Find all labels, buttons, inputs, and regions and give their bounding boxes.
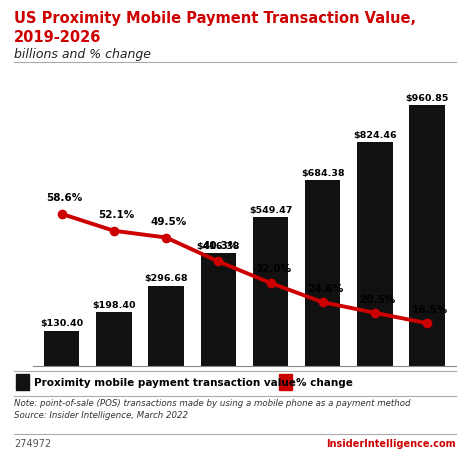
Text: 52.1%: 52.1% [98, 210, 134, 220]
Text: $960.85: $960.85 [406, 94, 449, 103]
Text: $296.68: $296.68 [144, 273, 188, 283]
Bar [305, 181, 340, 366]
Text: 40.3%: 40.3% [203, 240, 239, 250]
Bar [253, 217, 288, 366]
Text: 58.6%: 58.6% [46, 193, 82, 203]
Bar [409, 106, 445, 366]
Text: $684.38: $684.38 [301, 169, 345, 177]
Bar [44, 331, 79, 366]
Text: 24.6%: 24.6% [307, 283, 344, 293]
Bar [201, 253, 236, 366]
Text: Note: point-of-sale (POS) transactions made by using a mobile phone as a payment: Note: point-of-sale (POS) transactions m… [14, 398, 411, 419]
Text: $130.40: $130.40 [40, 318, 83, 328]
Text: US Proximity Mobile Payment Transaction Value,: US Proximity Mobile Payment Transaction … [14, 11, 416, 26]
Text: Proximity mobile payment transaction value: Proximity mobile payment transaction val… [34, 377, 296, 387]
Text: InsiderIntelligence.com: InsiderIntelligence.com [326, 438, 456, 448]
Text: billions and % change: billions and % change [14, 48, 151, 61]
Text: 20.5%: 20.5% [359, 294, 396, 304]
Text: $549.47: $549.47 [249, 205, 292, 214]
Text: $824.46: $824.46 [353, 131, 397, 140]
Text: $416.38: $416.38 [196, 241, 240, 250]
Text: $198.40: $198.40 [92, 300, 135, 309]
Text: % change: % change [296, 377, 353, 387]
Text: 32.0%: 32.0% [255, 263, 291, 273]
Text: 16.5%: 16.5% [412, 304, 448, 314]
Bar [357, 143, 393, 366]
Text: 2019-2026: 2019-2026 [14, 30, 102, 45]
Bar [96, 313, 132, 366]
Text: 274972: 274972 [14, 438, 51, 448]
Bar [16, 374, 29, 390]
Bar [149, 286, 184, 366]
Text: 49.5%: 49.5% [150, 217, 187, 226]
Bar [279, 374, 291, 390]
